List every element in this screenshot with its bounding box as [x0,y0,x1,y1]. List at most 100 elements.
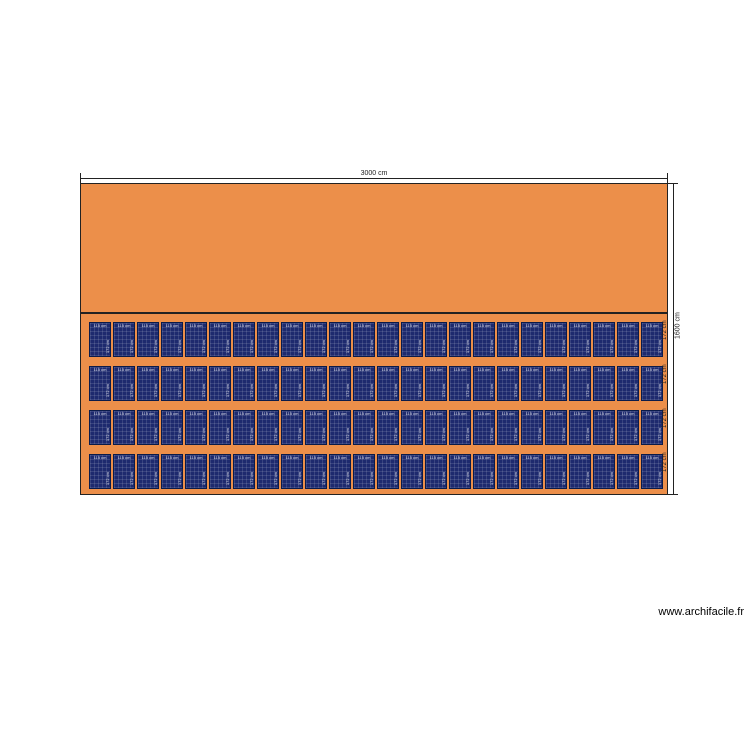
solar-panel: 115 cm172 cm [497,410,519,445]
solar-panel: 115 cm 172 cm [161,454,183,489]
solar-panel: 115 cm172 cm [233,410,255,445]
panel-height-label: 172 cm [322,472,326,485]
solar-panel: 115 cm172 cm [497,322,519,357]
solar-panel: 115 cm172 cm [425,322,447,357]
panel-width-label: 115 cm [646,368,659,372]
panel-width-label: 115 cm [622,456,635,460]
solar-panel: 115 cm172 cm [425,366,447,401]
panel-width-label: 115 cm [310,456,323,460]
solar-panel: 115 cm172 cm [233,366,255,401]
panel-width-label: 115 cm [262,368,275,372]
solar-panel: 115 cm172 cm [305,410,327,445]
panel-height-label: 172 cm [634,340,638,353]
panel-height-label: 172 cm [586,428,590,441]
panel-height-label: 172 cm [370,384,374,397]
panel-width-label: 115 cm [286,412,299,416]
panel-height-label: 172 cm [250,428,254,441]
solar-panel: 115 cm172 cm [353,366,375,401]
row-height-label: 172 cm [662,452,668,472]
solar-panel: 115 cm172 cm [281,322,303,357]
panel-width-label: 115 cm [478,456,491,460]
panel-height-label: 172 cm [346,340,350,353]
panel-height-label: 172 cm [178,384,182,397]
panel-height-label: 172 cm [394,472,398,485]
panel-width-label: 115 cm [190,368,203,372]
panel-width-label: 115 cm [382,456,395,460]
panel-height-label: 172 cm [634,428,638,441]
panel-width-label: 115 cm [574,456,587,460]
solar-panel: 115 cm172 cm [185,322,207,357]
panel-width-label: 115 cm [478,368,491,372]
solar-panel: 115 cm172 cm [593,410,615,445]
solar-panel: 115 cm172 cm [449,410,471,445]
solar-panel: 115 cm172 cm [257,410,279,445]
panel-height-label: 172 cm [274,472,278,485]
panel-width-label: 115 cm [190,324,203,328]
panel-row: 115 cm172 cm115 cm172 cm115 cm172 cm115 … [89,410,663,445]
panel-width-label: 115 cm [358,412,371,416]
panel-width-label: 115 cm [94,368,107,372]
panel-height-label: 172 cm [562,428,566,441]
right-dim-tick-top [668,183,678,184]
solar-panel: 115 cm172 cm [545,322,567,357]
solar-panel: 115 cm172 cm [497,366,519,401]
solar-panel: 115 cm172 cm [473,322,495,357]
panel-height-label: 172 cm [298,428,302,441]
solar-panel: 115 cm172 cm [521,366,543,401]
panel-row: 115 cm172 cm115 cm172 cm115 cm172 cm115 … [89,322,663,357]
panel-height-label: 172 cm [634,384,638,397]
panel-height-label: 172 cm [178,472,182,485]
panel-row: 115 cm 172 cm 115 cm 172 cm 115 cm 172 cm 115 … [89,454,663,489]
panel-width-label: 115 cm [526,368,539,372]
solar-panel: 115 cm172 cm [353,322,375,357]
solar-panel: 115 cm172 cm [329,454,351,489]
panel-width-label: 115 cm [262,456,275,460]
panel-width-label: 115 cm [286,456,299,460]
panel-width-label: 115 cm [430,324,443,328]
right-dim-label: 1600 cm [675,312,682,339]
panel-height-label: 172 cm [226,384,230,397]
panel-width-label: 115 cm [598,368,611,372]
panel-height-label: 172 cm [466,340,470,353]
panel-height-label: 172 cm [154,340,158,353]
solar-panel: 115 cm172 cm [185,410,207,445]
panel-width-label: 115 cm [334,368,347,372]
panel-height-label: 172 cm [202,428,206,441]
panel-height-label: 172 cm [346,428,350,441]
solar-panel: 115 cm172 cm [209,410,231,445]
solar-panel: 115 cm172 cm [425,454,447,489]
panel-width-label: 115 cm [574,368,587,372]
panel-height-label: 172 cm [154,472,158,485]
panel-height-label: 172 cm [130,340,134,353]
top-dim-line [80,178,668,179]
panel-width-label: 115 cm [190,456,203,460]
panel-width-label: 115 cm [358,324,371,328]
panel-width-label: 115 cm [214,368,227,372]
panel-width-label: 115 cm [454,412,467,416]
panel-width-label: 115 cm [526,412,539,416]
panel-height-label: 172 cm [514,428,518,441]
solar-panel: 115 cm172 cm [137,366,159,401]
panel-height-label: 172 cm [490,472,494,485]
panel-height-label: 172 cm [106,472,110,485]
solar-panel: 115 cm172 cm [329,410,351,445]
panel-height-label: 172 cm [658,384,662,397]
panel-width-label: 115 cm [598,324,611,328]
panel-height-label: 172 cm [610,340,614,353]
panel-width-label: 115 cm [94,412,107,416]
panel-width-label: 115 cm [478,412,491,416]
solar-panel: 115 cm172 cm [233,454,255,489]
panel-height-label: 172 cm [298,384,302,397]
roof-bottom: 115 cm 172 cm 115 cm 172 cm 115 cm 172 cm 115 … [80,313,668,495]
solar-panel: 115 cm172 cm [545,410,567,445]
solar-panel: 115 cm172 cm [185,366,207,401]
panel-width-label: 115 cm [310,324,323,328]
panel-width-label: 115 cm [142,368,155,372]
panel-width-label: 115 cm [166,456,179,460]
panel-height-label: 172 cm [658,340,662,353]
panel-height-label: 172 cm [514,472,518,485]
solar-panel: 115 cm 172 cm [473,454,495,489]
panel-height-label: 172 cm [250,340,254,353]
panel-height-label: 172 cm [658,472,662,485]
panel-height-label: 172 cm [418,384,422,397]
